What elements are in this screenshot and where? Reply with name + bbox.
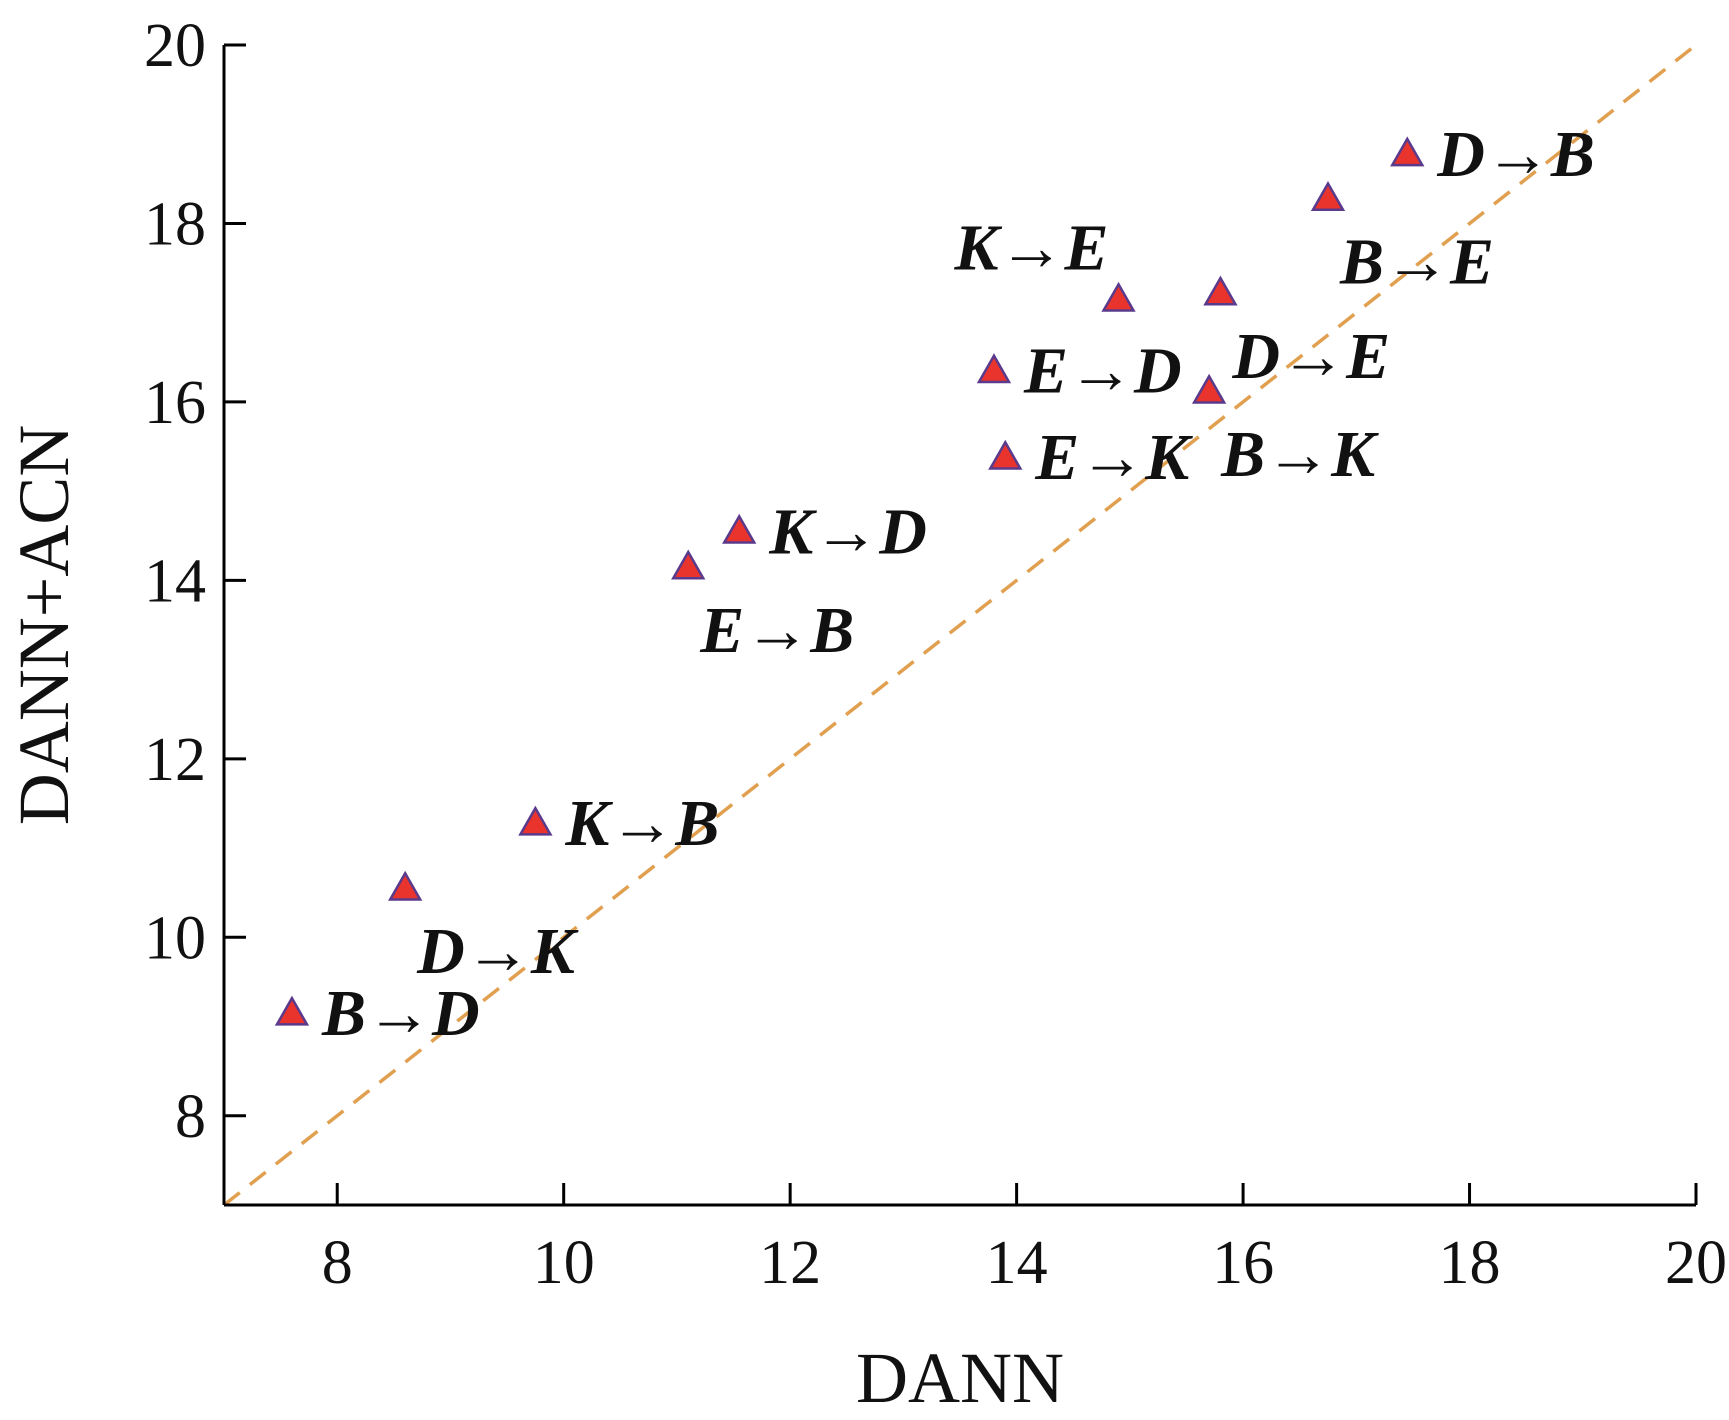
data-point-marker <box>1191 373 1227 404</box>
x-tick-label: 10 <box>533 1229 595 1297</box>
data-point-marker <box>988 439 1023 470</box>
y-tick-label: 18 <box>144 190 206 258</box>
y-tick-label: 20 <box>144 12 206 80</box>
y-axis-title: DANN+ACN <box>4 425 84 826</box>
y-tick-label: 14 <box>144 547 206 615</box>
data-points: D→B B→E K→E D→E E→D B→K E→K K→D E→B K→B D→KB→D <box>274 118 1595 1050</box>
data-point-label: B→E <box>1339 225 1494 298</box>
x-tick-label: 8 <box>322 1229 353 1297</box>
data-point-label: K→D <box>768 495 927 568</box>
x-tick-label: 14 <box>986 1229 1048 1297</box>
axes: 8 10 12 14 16 18 20 8 10 12 14 16 18 20 <box>144 12 1727 1297</box>
reference-line-layer <box>222 43 1698 1207</box>
y-tick-label: 12 <box>144 726 206 794</box>
data-point-marker <box>1203 275 1238 306</box>
y-tick-label: 8 <box>175 1083 206 1151</box>
data-point-marker <box>671 549 706 580</box>
data-point-label: K→E <box>953 211 1108 284</box>
y-tick-label: 10 <box>144 904 206 972</box>
data-point-label: D→B <box>1436 118 1595 191</box>
x-tick-label: 16 <box>1212 1229 1274 1297</box>
x-axis-title: DANN <box>856 1338 1064 1418</box>
data-point-label: E→K <box>1034 421 1193 494</box>
x-tick-label: 20 <box>1665 1229 1727 1297</box>
data-point-marker <box>722 513 757 544</box>
data-point-label: K→B <box>564 787 719 860</box>
data-point-marker <box>518 805 553 836</box>
data-point-label: E→D <box>1023 335 1182 408</box>
data-point-label: D→E <box>1231 320 1390 393</box>
data-point-label: B→K <box>1220 418 1379 491</box>
data-point-label: B→D <box>321 977 480 1050</box>
diagonal-reference-line <box>222 43 1698 1207</box>
data-point-marker <box>1101 281 1136 312</box>
y-tick-label: 16 <box>144 369 206 437</box>
data-point-marker <box>274 995 310 1026</box>
data-point-label: D→K <box>416 915 579 988</box>
data-point-marker <box>976 353 1012 384</box>
data-point-label: E→B <box>699 594 854 667</box>
x-tick-label: 12 <box>759 1229 821 1297</box>
data-point-marker <box>1390 136 1425 167</box>
data-point-marker <box>1310 180 1346 211</box>
data-point-marker <box>388 870 423 901</box>
x-tick-label: 18 <box>1439 1229 1501 1297</box>
